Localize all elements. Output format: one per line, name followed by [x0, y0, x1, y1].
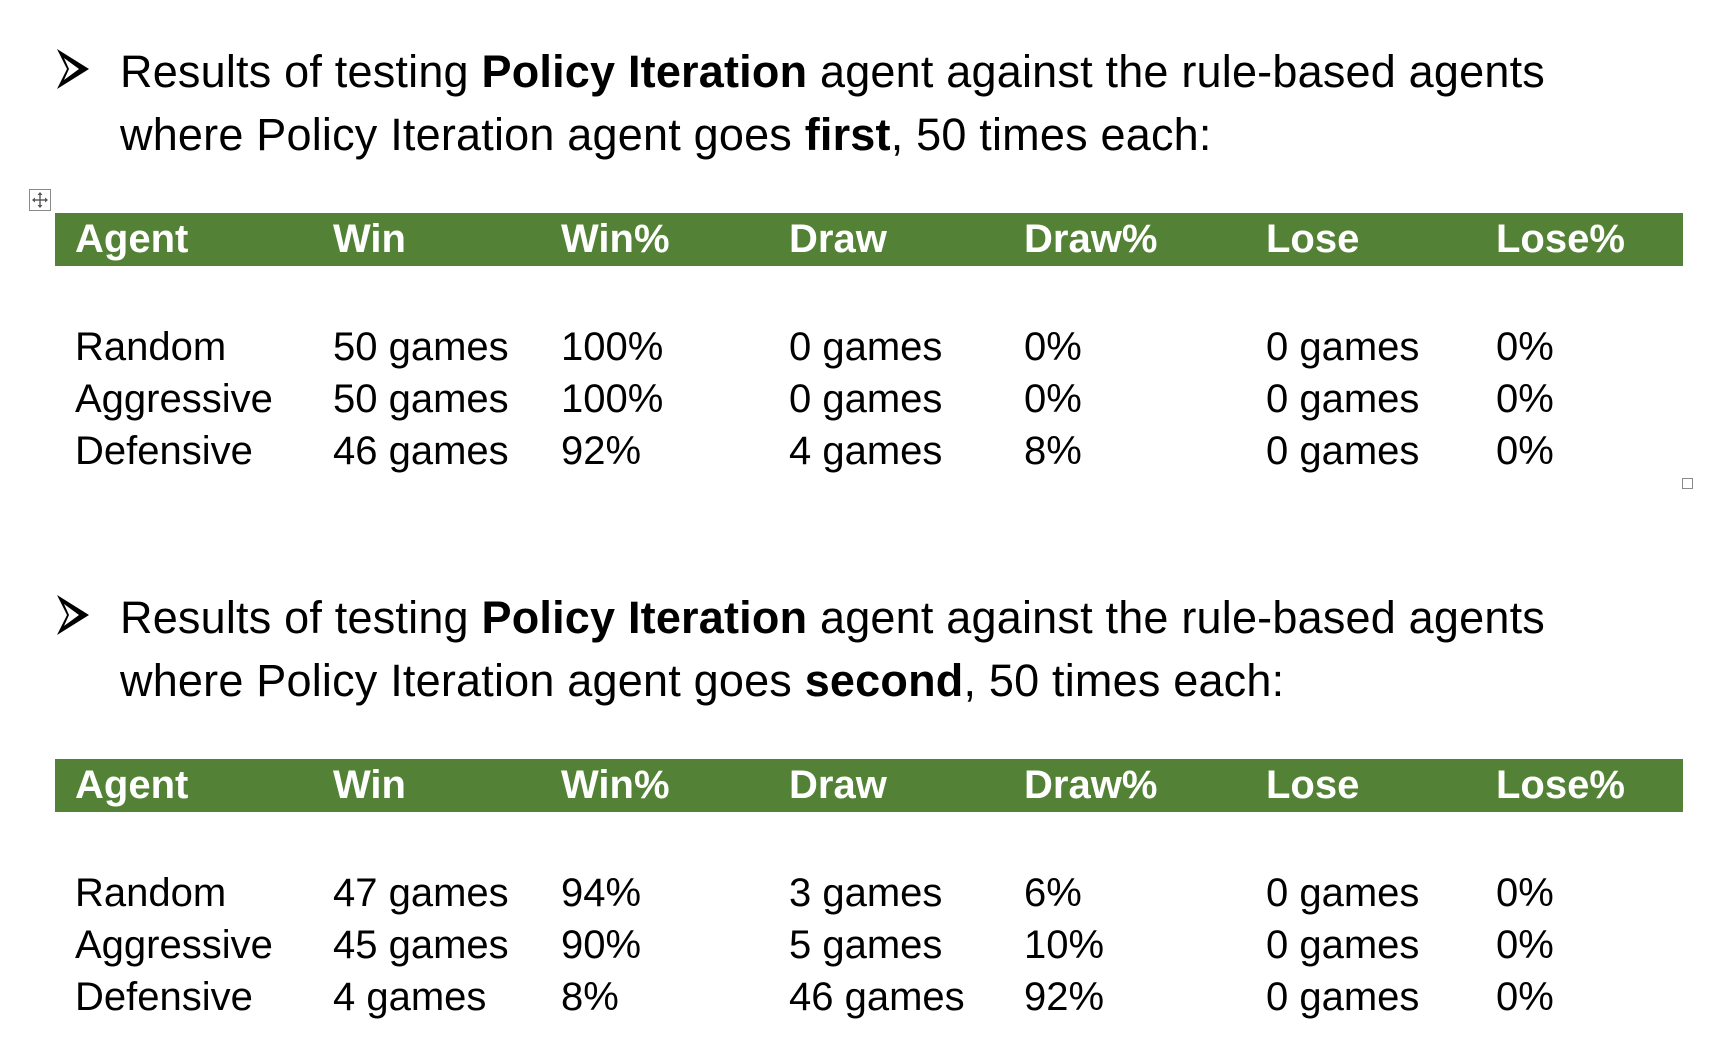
header-win: Win	[313, 759, 541, 812]
cell-draw-percent: 10%	[1024, 923, 1105, 967]
header-agent: Agent	[55, 213, 313, 266]
table-spacer-row	[55, 812, 1683, 867]
cell-win: 50 games	[333, 377, 509, 421]
cell-lose-percent: 0%	[1496, 429, 1554, 473]
header-win: Win	[313, 213, 541, 266]
table-resize-handle-icon[interactable]	[1682, 478, 1693, 489]
bullet-bold-agent-name: Policy Iteration	[481, 592, 808, 643]
cell-lose: 0 games	[1266, 871, 1420, 915]
cell-win-percent: 100%	[561, 377, 664, 421]
bullet-text-middle: agent against the rule-based agents wher…	[120, 46, 1545, 160]
cell-lose-percent: 0%	[1496, 325, 1554, 369]
results-table: Agent Win Win% Draw Draw% Lose Lose% Ran…	[55, 213, 1683, 477]
table-row: Random 50 games 100% 0 games 0% 0 games …	[55, 321, 1683, 373]
cell-win-percent: 94%	[561, 871, 642, 915]
cell-draw-percent: 6%	[1024, 871, 1082, 915]
cell-win: 46 games	[333, 429, 509, 473]
results-table: Agent Win Win% Draw Draw% Lose Lose% Ran…	[55, 759, 1683, 1023]
header-win-percent: Win%	[541, 213, 769, 266]
arrowhead-bullet-icon	[55, 592, 95, 638]
cell-win: 45 games	[333, 923, 509, 967]
cell-lose-percent: 0%	[1496, 975, 1554, 1019]
cell-lose-percent: 0%	[1496, 871, 1554, 915]
cell-win-percent: 92%	[561, 429, 642, 473]
table-row: Random 47 games 94% 3 games 6% 0 games 0…	[55, 867, 1683, 919]
bullet-text-before: Results of testing	[120, 46, 482, 97]
cell-lose: 0 games	[1266, 975, 1420, 1019]
cell-win: 50 games	[333, 325, 509, 369]
cell-draw: 0 games	[789, 325, 943, 369]
bullet-bold-order: second	[804, 655, 964, 706]
header-lose-percent: Lose%	[1476, 759, 1683, 812]
table-move-handle-icon[interactable]	[29, 189, 51, 211]
bullet-text-after: , 50 times each:	[963, 655, 1285, 706]
header-lose: Lose	[1246, 213, 1476, 266]
bullet-text-after: , 50 times each:	[890, 109, 1212, 160]
cell-win-percent: 100%	[561, 325, 664, 369]
header-win-percent: Win%	[541, 759, 769, 812]
table-header-row: Agent Win Win% Draw Draw% Lose Lose%	[55, 213, 1683, 266]
cell-draw: 3 games	[789, 871, 943, 915]
cell-lose-percent: 0%	[1496, 923, 1554, 967]
table-row: Aggressive 45 games 90% 5 games 10% 0 ga…	[55, 919, 1683, 971]
cell-draw: 0 games	[789, 377, 943, 421]
header-draw: Draw	[769, 759, 1004, 812]
cell-win: 4 games	[333, 975, 487, 1019]
table-row: Aggressive 50 games 100% 0 games 0% 0 ga…	[55, 373, 1683, 425]
cell-lose: 0 games	[1266, 429, 1420, 473]
bullet-text-middle: agent against the rule-based agents wher…	[120, 592, 1545, 706]
cell-win-percent: 90%	[561, 923, 642, 967]
cell-draw: 46 games	[789, 975, 965, 1019]
cell-draw-percent: 8%	[1024, 429, 1082, 473]
table-row: Defensive 4 games 8% 46 games 92% 0 game…	[55, 971, 1683, 1023]
cell-agent: Defensive	[75, 429, 253, 473]
cell-lose: 0 games	[1266, 325, 1420, 369]
cell-agent: Defensive	[75, 975, 253, 1019]
bullet-text: Results of testing Policy Iteration agen…	[120, 40, 1650, 166]
bullet-bold-order: first	[804, 109, 891, 160]
header-lose: Lose	[1246, 759, 1476, 812]
cell-lose: 0 games	[1266, 377, 1420, 421]
cell-win-percent: 8%	[561, 975, 619, 1019]
cell-agent: Aggressive	[75, 377, 273, 421]
cell-draw: 4 games	[789, 429, 943, 473]
cell-agent: Random	[75, 871, 227, 915]
cell-lose: 0 games	[1266, 923, 1420, 967]
table-row: Defensive 46 games 92% 4 games 8% 0 game…	[55, 425, 1683, 477]
table-spacer-row	[55, 266, 1683, 321]
cell-agent: Aggressive	[75, 923, 273, 967]
cell-lose-percent: 0%	[1496, 377, 1554, 421]
bullet-text-before: Results of testing	[120, 592, 482, 643]
header-draw-percent: Draw%	[1004, 213, 1246, 266]
cell-draw: 5 games	[789, 923, 943, 967]
header-lose-percent: Lose%	[1476, 213, 1683, 266]
cell-draw-percent: 0%	[1024, 377, 1082, 421]
cell-agent: Random	[75, 325, 227, 369]
cell-win: 47 games	[333, 871, 509, 915]
header-draw-percent: Draw%	[1004, 759, 1246, 812]
table-header-row: Agent Win Win% Draw Draw% Lose Lose%	[55, 759, 1683, 812]
header-agent: Agent	[55, 759, 313, 812]
cell-draw-percent: 92%	[1024, 975, 1105, 1019]
bullet-text: Results of testing Policy Iteration agen…	[120, 586, 1650, 712]
cell-draw-percent: 0%	[1024, 325, 1082, 369]
header-draw: Draw	[769, 213, 1004, 266]
arrowhead-bullet-icon	[55, 46, 95, 92]
bullet-bold-agent-name: Policy Iteration	[481, 46, 808, 97]
